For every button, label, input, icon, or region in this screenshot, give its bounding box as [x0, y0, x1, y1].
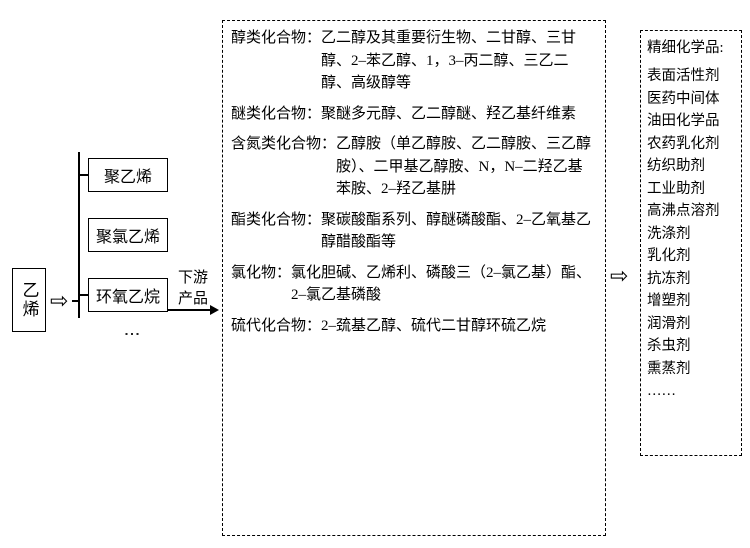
derivative-label-2: 环氧乙烷: [96, 283, 160, 307]
fine-chemical-item-3: 农药乳化剂: [647, 133, 735, 155]
fine-chemical-item-7: 洗涤剂: [647, 223, 735, 245]
fine-chemical-item-10: 增塑剂: [647, 290, 735, 312]
derivative-label-1: 聚氯乙烯: [96, 223, 160, 247]
fine-chemical-item-1: 医药中间体: [647, 88, 735, 110]
fine-chemical-item-13: 熏蒸剂: [647, 358, 735, 380]
fine-chemicals-list: 精细化学品: 表面活性剂医药中间体油田化学品农药乳化剂纺织助剂工业助剂高沸点溶剂…: [641, 31, 741, 409]
fine-chemical-item-2: 油田化学品: [647, 110, 735, 132]
fine-chemical-item-12: 杀虫剂: [647, 335, 735, 357]
derivative-label-0: 聚乙烯: [104, 163, 152, 187]
bracket-bot-stub: [78, 294, 88, 296]
compound-category-body-1: 聚醚多元醇、乙二醇醚、羟乙基纤维素: [321, 106, 576, 122]
compound-category-1: 醚类化合物：聚醚多元醇、乙二醇醚、羟乙基纤维素: [231, 103, 597, 126]
arrow-to-products: ⇨: [610, 263, 628, 289]
downstream-label: 下游 产品: [178, 266, 208, 308]
source-node: 乙烯: [12, 268, 46, 332]
fine-chemical-item-8: 乳化剂: [647, 245, 735, 267]
derivative-node-1: 聚氯乙烯: [88, 218, 168, 252]
fine-chemicals-title: 精细化学品:: [647, 37, 735, 59]
compound-category-3: 酯类化合物：聚碳酸酯系列、醇醚磷酸酯、2–乙氧基乙醇醋酸酯等: [231, 209, 597, 254]
fine-chemical-item-9: 抗冻剂: [647, 268, 735, 290]
compound-category-title-4: 氯化物：: [231, 265, 291, 281]
compound-category-2: 含氮类化合物：乙醇胺（单乙醇胺、乙二醇胺、三乙醇胺）、二甲基乙醇胺、N，N–二羟…: [231, 133, 597, 201]
source-label: 乙烯: [17, 281, 42, 319]
compound-category-body-4: 氯化胆碱、乙烯利、磷酸三（2–氯乙基）酯、2–氯乙基磷酸: [291, 265, 591, 304]
fine-chemical-item-11: 润滑剂: [647, 313, 735, 335]
compounds-list: 醇类化合物：乙二醇及其重要衍生物、二甘醇、三甘醇、2–苯乙醇、1，3–丙二醇、三…: [223, 21, 605, 351]
bracket-mid-stub: [72, 300, 80, 302]
downstream-line2: 产品: [178, 291, 208, 307]
derivative-node-2: 环氧乙烷: [88, 278, 168, 312]
compound-category-title-0: 醇类化合物：: [231, 30, 321, 46]
compound-category-title-5: 硫代化合物：: [231, 318, 321, 334]
fine-chemical-item-14: ……: [647, 380, 735, 402]
compound-category-0: 醇类化合物：乙二醇及其重要衍生物、二甘醇、三甘醇、2–苯乙醇、1，3–丙二醇、三…: [231, 27, 597, 95]
derivatives-ellipsis: ⋮: [122, 326, 141, 346]
derivative-node-0: 聚乙烯: [88, 158, 168, 192]
arrow-to-compounds-head: [210, 305, 219, 315]
compound-category-body-2: 乙醇胺（单乙醇胺、乙二醇胺、三乙醇胺）、二甲基乙醇胺、N，N–二羟乙基苯胺、2–…: [336, 136, 591, 197]
fine-chemical-item-6: 高沸点溶剂: [647, 200, 735, 222]
compound-category-title-2: 含氮类化合物：: [231, 136, 336, 152]
compound-category-body-5: 2–巯基乙醇、硫代二甘醇环硫乙烷: [321, 318, 546, 334]
fine-chemical-item-5: 工业助剂: [647, 178, 735, 200]
compound-category-5: 硫代化合物：2–巯基乙醇、硫代二甘醇环硫乙烷: [231, 315, 597, 338]
bracket-top-stub: [78, 174, 88, 176]
fine-chemical-item-4: 纺织助剂: [647, 155, 735, 177]
compound-category-body-0: 乙二醇及其重要衍生物、二甘醇、三甘醇、2–苯乙醇、1，3–丙二醇、三乙二醇、高级…: [321, 30, 576, 91]
downstream-line1: 下游: [178, 270, 208, 286]
compound-category-title-1: 醚类化合物：: [231, 106, 321, 122]
compound-category-body-3: 聚碳酸酯系列、醇醚磷酸酯、2–乙氧基乙醇醋酸酯等: [321, 212, 591, 251]
compound-category-title-3: 酯类化合物：: [231, 212, 321, 228]
fine-chemical-item-0: 表面活性剂: [647, 65, 735, 87]
arrow-to-compounds-stem: [168, 309, 210, 311]
arrow-source-to-derivatives: ⇨: [50, 288, 68, 314]
compound-category-4: 氯化物：氯化胆碱、乙烯利、磷酸三（2–氯乙基）酯、2–氯乙基磷酸: [231, 262, 597, 307]
fine-chemicals-panel: 精细化学品: 表面活性剂医药中间体油田化学品农药乳化剂纺织助剂工业助剂高沸点溶剂…: [640, 30, 742, 456]
compounds-panel: 醇类化合物：乙二醇及其重要衍生物、二甘醇、三甘醇、2–苯乙醇、1，3–丙二醇、三…: [222, 20, 606, 536]
